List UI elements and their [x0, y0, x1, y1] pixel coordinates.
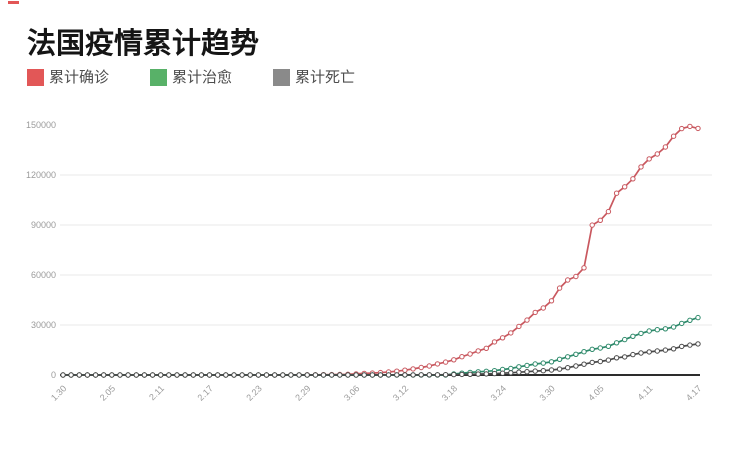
svg-text:4.11: 4.11: [636, 383, 655, 402]
svg-text:90000: 90000: [31, 220, 56, 230]
legend-label-cured: 累计治愈: [172, 69, 233, 86]
svg-text:3.30: 3.30: [537, 383, 556, 402]
legend-swatch-deaths-icon: [273, 69, 291, 86]
svg-text:3.12: 3.12: [391, 383, 410, 402]
legend-item-confirmed[interactable]: 累计确诊: [27, 69, 109, 86]
svg-text:3.24: 3.24: [489, 383, 508, 402]
legend-label-confirmed: 累计确诊: [49, 69, 110, 86]
chart-title: 法国疫情累计趋势: [27, 28, 260, 60]
svg-text:2.05: 2.05: [98, 383, 117, 402]
svg-text:2.29: 2.29: [293, 383, 312, 402]
svg-text:3.18: 3.18: [440, 383, 459, 402]
legend-label-deaths: 累计死亡: [295, 69, 356, 86]
svg-text:2.11: 2.11: [147, 383, 166, 402]
svg-text:120000: 120000: [26, 170, 56, 180]
svg-text:150000: 150000: [26, 120, 56, 130]
legend-item-cured[interactable]: 累计治愈: [150, 69, 232, 86]
svg-text:4.17: 4.17: [684, 383, 703, 402]
legend-swatch-confirmed-icon: [27, 69, 44, 86]
svg-text:1.30: 1.30: [49, 383, 68, 402]
svg-text:2.23: 2.23: [244, 383, 263, 402]
legend-swatch-cured-icon: [150, 69, 168, 86]
svg-text:60000: 60000: [31, 270, 56, 280]
top-left-red-mark: [8, 1, 19, 4]
svg-text:0: 0: [51, 370, 56, 380]
svg-text:4.05: 4.05: [586, 383, 605, 402]
svg-text:3.06: 3.06: [342, 383, 361, 402]
svg-text:30000: 30000: [31, 320, 56, 330]
legend-item-deaths[interactable]: 累计死亡: [273, 69, 355, 86]
chart-legend: 累计确诊 累计治愈 累计死亡: [27, 69, 355, 86]
svg-text:2.17: 2.17: [195, 383, 214, 402]
